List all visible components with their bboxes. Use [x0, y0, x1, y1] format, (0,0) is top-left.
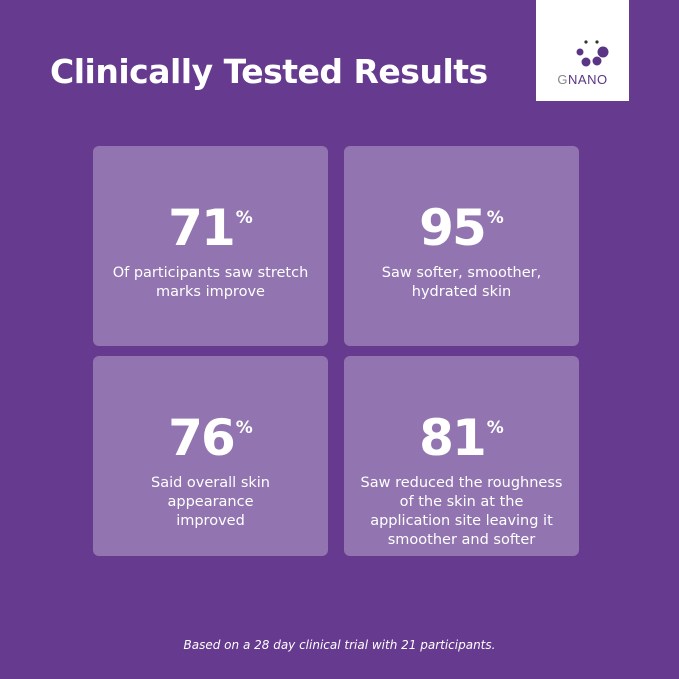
stat-value: 76% [168, 409, 253, 467]
stat-value: 71% [168, 199, 253, 257]
stat-card: 81% Saw reduced the roughness of the ski… [344, 356, 579, 556]
footnote: Based on a 28 day clinical trial with 21… [183, 638, 496, 652]
stat-description: Of participants saw stretch marks improv… [112, 265, 309, 300]
stat-description: Said overall skin appearance improved [151, 475, 270, 529]
stat-card: 71% Of participants saw stretch marks im… [93, 146, 328, 346]
stat-card: 76% Said overall skin appearance improve… [93, 356, 328, 556]
logo-letter: G [557, 72, 569, 87]
stat-description: Saw softer, smoother, hydrated skin [381, 265, 542, 300]
logo-text: NANO [568, 72, 608, 87]
dots-logo-icon [576, 40, 609, 67]
gnano-logo: GNANO [536, 0, 629, 101]
stat-value: 81% [419, 409, 504, 467]
stat-value: 95% [419, 199, 504, 257]
stat-card: 95% Saw softer, smoother, hydrated skin [344, 146, 579, 346]
page-title: Clinically Tested Results [50, 52, 488, 91]
stat-description: Saw reduced the roughness of the skin at… [360, 475, 563, 548]
